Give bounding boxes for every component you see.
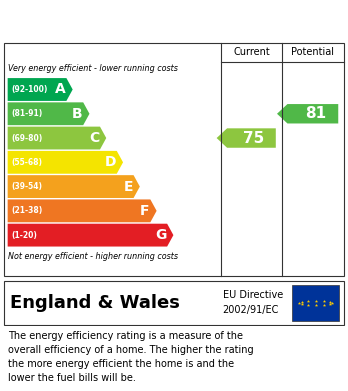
Text: Energy Efficiency Rating: Energy Efficiency Rating: [9, 12, 238, 30]
Text: 81: 81: [305, 106, 326, 121]
Text: B: B: [72, 107, 82, 121]
Text: (69-80): (69-80): [12, 134, 43, 143]
Text: 2002/91/EC: 2002/91/EC: [223, 305, 279, 315]
Polygon shape: [8, 127, 106, 149]
Text: Not energy efficient - higher running costs: Not energy efficient - higher running co…: [8, 252, 178, 261]
Text: 75: 75: [243, 131, 264, 145]
Bar: [292, 285, 339, 321]
Text: (1-20): (1-20): [12, 231, 38, 240]
Polygon shape: [277, 104, 338, 124]
Text: Very energy efficient - lower running costs: Very energy efficient - lower running co…: [8, 64, 177, 73]
Text: (39-54): (39-54): [12, 182, 43, 191]
Text: D: D: [105, 155, 116, 169]
Polygon shape: [216, 128, 276, 148]
Text: (55-68): (55-68): [12, 158, 43, 167]
Text: (92-100): (92-100): [12, 85, 48, 94]
Text: (21-38): (21-38): [12, 206, 43, 215]
Text: C: C: [89, 131, 99, 145]
Text: (81-91): (81-91): [12, 109, 43, 118]
Polygon shape: [8, 199, 157, 222]
Text: The energy efficiency rating is a measure of the
overall efficiency of a home. T: The energy efficiency rating is a measur…: [8, 331, 253, 383]
Polygon shape: [8, 102, 89, 125]
Polygon shape: [8, 78, 73, 101]
Text: Potential: Potential: [291, 47, 334, 57]
Text: A: A: [55, 83, 66, 97]
Text: EU Directive: EU Directive: [223, 290, 283, 300]
Text: E: E: [124, 179, 133, 194]
Text: G: G: [155, 228, 166, 242]
Polygon shape: [8, 224, 173, 247]
Text: F: F: [140, 204, 150, 218]
Text: Current: Current: [233, 47, 270, 57]
Polygon shape: [8, 175, 140, 198]
Polygon shape: [8, 151, 123, 174]
Text: England & Wales: England & Wales: [10, 294, 180, 312]
